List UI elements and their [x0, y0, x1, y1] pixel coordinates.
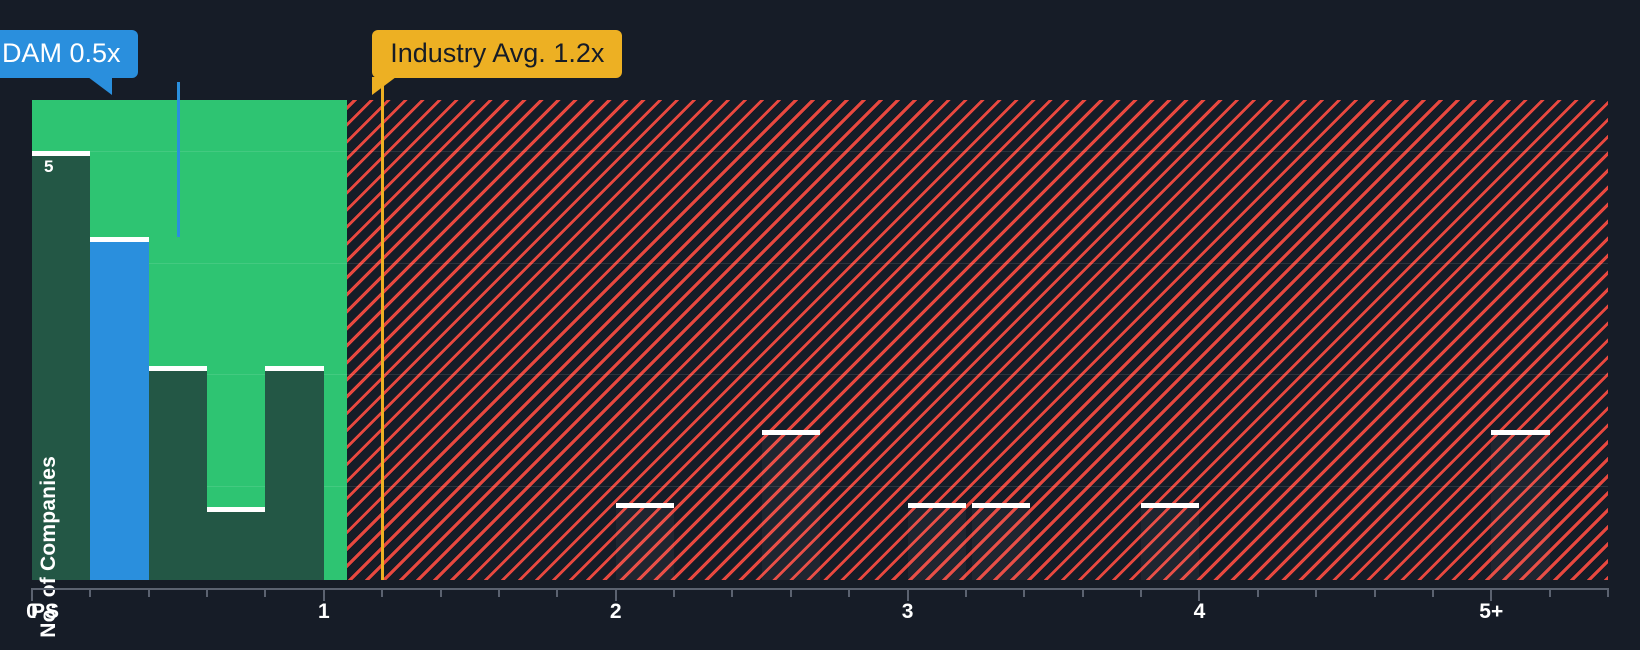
x-tick-mark [381, 588, 384, 597]
x-tick-mark [147, 588, 150, 597]
bar[interactable] [265, 365, 324, 580]
plot-area [32, 100, 1608, 580]
bar-body [907, 507, 966, 580]
x-tick-mark [322, 588, 325, 601]
bar-cap [907, 502, 966, 508]
x-tick-mark [964, 588, 967, 597]
x-tick-mark [556, 588, 559, 597]
bar[interactable] [1491, 430, 1550, 580]
x-tick-mark [1373, 588, 1376, 597]
bar-body [971, 507, 1031, 580]
bar[interactable] [148, 365, 208, 580]
bar-cap [265, 365, 324, 371]
bar[interactable] [615, 502, 675, 580]
marker-line-dam [176, 82, 180, 238]
bar-body [615, 507, 675, 580]
x-tick-mark [673, 588, 676, 597]
bar-body [148, 370, 208, 580]
bar[interactable] [761, 430, 820, 580]
y-tick-label-5: 5 [44, 157, 54, 177]
x-tick-mark [1081, 588, 1084, 597]
x-tick-mark [1607, 588, 1609, 597]
x-tick-mark [1256, 588, 1259, 597]
gridline-3 [32, 485, 1608, 487]
tooltip-tail [88, 77, 113, 95]
bar-cap [1141, 502, 1200, 508]
marker-line-industry-avg [381, 82, 385, 580]
bar-body [1141, 507, 1200, 580]
x-tick-mark [439, 588, 442, 597]
bar-cap [207, 507, 266, 513]
x-tick-mark [614, 588, 617, 601]
bar-cap [971, 502, 1031, 508]
x-tick-mark [31, 588, 33, 601]
x-tick-mark [89, 588, 92, 597]
x-tick-mark [1315, 588, 1318, 597]
bar-highlight-dam[interactable] [90, 237, 149, 580]
x-axis-title: PS [31, 600, 60, 623]
bar[interactable] [907, 502, 966, 580]
x-tick-mark [1490, 588, 1493, 601]
bar-body [265, 370, 324, 580]
gridline-2 [32, 374, 1608, 376]
x-tick-mark [731, 588, 734, 597]
bar-body [207, 512, 266, 580]
x-tick-label-5+: 5+ [1479, 600, 1504, 623]
x-tick-label-0: 0 [26, 600, 38, 623]
overvalued-zone [347, 100, 1608, 580]
x-tick-label-4: 4 [1193, 600, 1206, 623]
x-tick-mark [1023, 588, 1026, 597]
bar-cap [32, 151, 91, 157]
x-tick-mark [497, 588, 500, 597]
bar-cap [148, 365, 208, 371]
bar-body [90, 242, 149, 580]
x-tick-mark [789, 588, 792, 597]
gridline-0 [32, 151, 1608, 153]
bar-cap [615, 502, 675, 508]
x-axis-line [32, 588, 1608, 590]
bar[interactable] [207, 507, 266, 580]
x-tick-label-1: 1 [318, 600, 330, 623]
x-tick-mark [206, 588, 209, 597]
marker-tooltip-dam[interactable]: DAM 0.5x [0, 30, 139, 95]
marker-tooltip-industry-avg[interactable]: Industry Avg. 1.2x [372, 30, 623, 95]
tooltip-tail [372, 77, 397, 95]
gridline-1 [32, 262, 1608, 264]
x-tick-label-3: 3 [901, 600, 914, 623]
bar-body [1491, 435, 1550, 580]
x-tick-mark [1431, 588, 1434, 597]
bar-body [761, 435, 820, 580]
bar[interactable] [1141, 502, 1200, 580]
x-tick-mark [1140, 588, 1143, 597]
bar-cap [1491, 430, 1550, 435]
x-tick-mark [264, 588, 267, 597]
x-tick-mark [1198, 588, 1201, 601]
bar[interactable] [971, 502, 1031, 580]
bar[interactable] [32, 151, 91, 580]
bar-body [32, 156, 91, 580]
x-tick-mark [906, 588, 909, 601]
x-tick-label-2: 2 [609, 600, 622, 623]
bar-cap [761, 430, 820, 435]
bar-cap [90, 237, 149, 243]
x-tick-mark [848, 588, 851, 597]
x-tick-mark [1548, 588, 1551, 597]
